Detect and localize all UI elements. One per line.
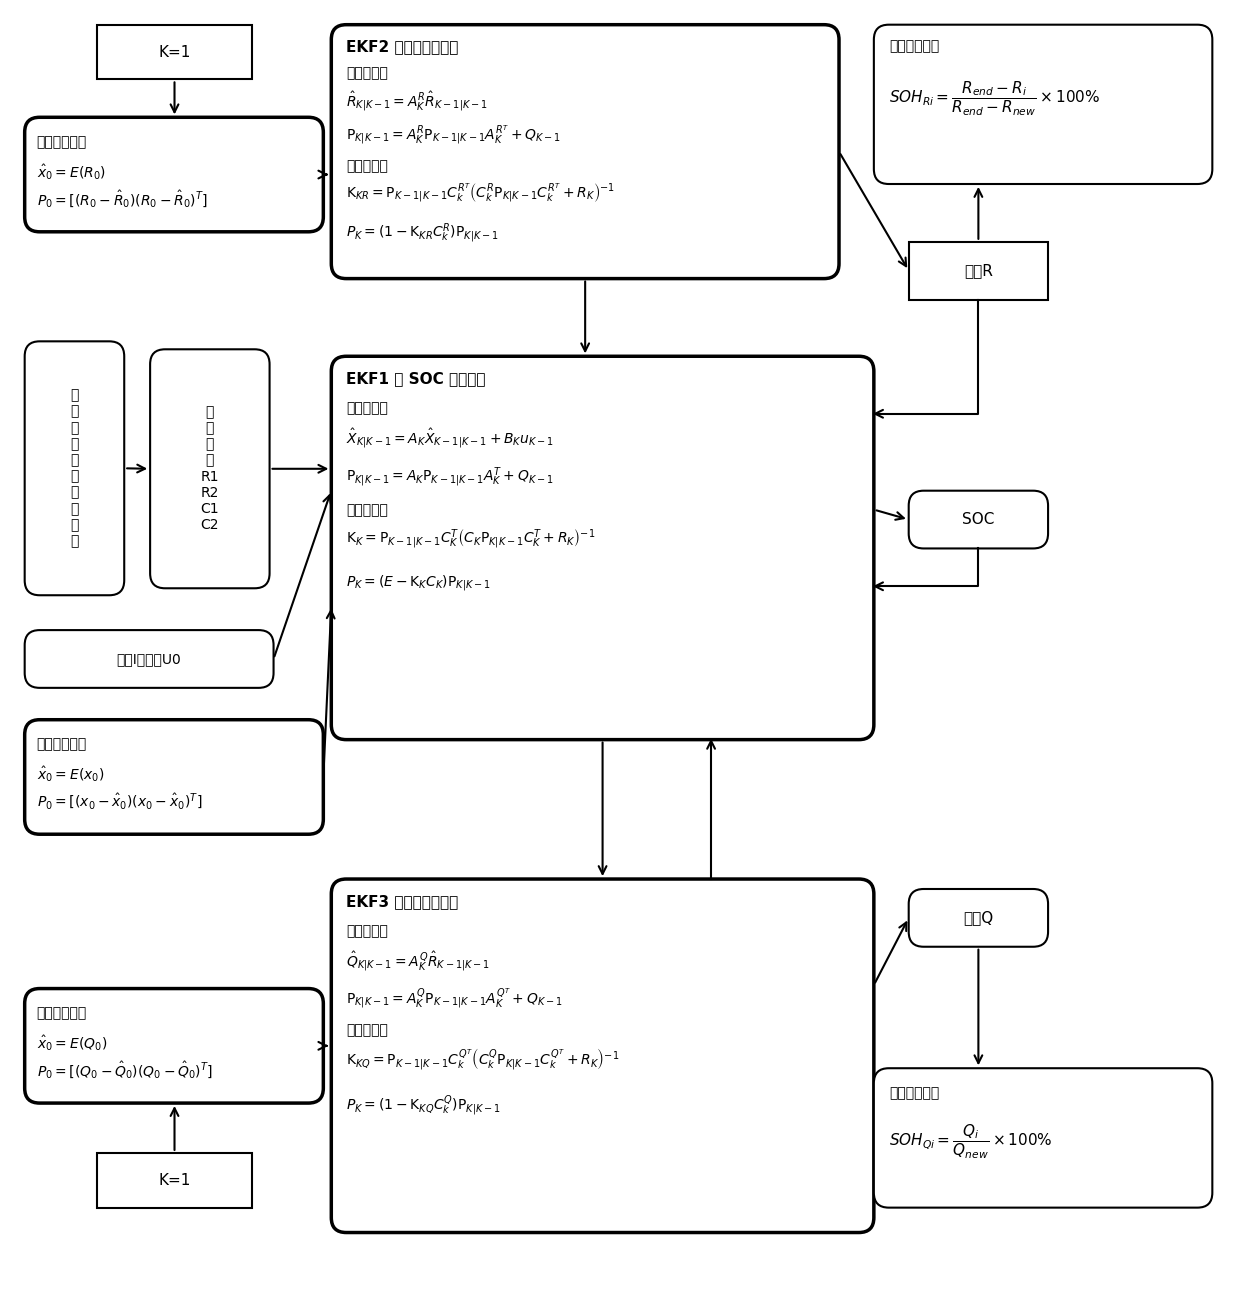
Text: $P_0 = [(Q_0 - \hat{Q}_0)(Q_0 - \hat{Q}_0)^T]$: $P_0 = [(Q_0 - \hat{Q}_0)(Q_0 - \hat{Q}_… bbox=[37, 1060, 213, 1081]
Text: $P_0 = [(x_0 - \hat{x}_0)(x_0 - \hat{x}_0)^T]$: $P_0 = [(x_0 - \hat{x}_0)(x_0 - \hat{x}_… bbox=[37, 791, 202, 811]
FancyBboxPatch shape bbox=[98, 25, 252, 80]
Text: 状态更新：: 状态更新： bbox=[346, 1024, 388, 1037]
Text: 电流I、电压U0: 电流I、电压U0 bbox=[117, 652, 181, 666]
Text: K=1: K=1 bbox=[159, 1173, 191, 1187]
FancyBboxPatch shape bbox=[331, 879, 874, 1233]
Text: $P_K = (1 - \mathrm{K}_{KQ} C_k^Q)\mathrm{P}_{K|K-1}$: $P_K = (1 - \mathrm{K}_{KQ} C_k^Q)\mathr… bbox=[346, 1093, 501, 1118]
Text: $\mathrm{P}_{K|K-1} = A_K^Q \mathrm{P}_{K-1|K-1} A_K^{Q^T} + Q_{K-1}$: $\mathrm{P}_{K|K-1} = A_K^Q \mathrm{P}_{… bbox=[346, 986, 563, 1011]
FancyBboxPatch shape bbox=[909, 491, 1048, 549]
Text: $\mathrm{P}_{K|K-1} = A_K \mathrm{P}_{K-1|K-1} A_K^T + Q_{K-1}$: $\mathrm{P}_{K|K-1} = A_K \mathrm{P}_{K-… bbox=[346, 466, 554, 488]
Text: EKF1 对 SOC 进行滤波: EKF1 对 SOC 进行滤波 bbox=[346, 371, 486, 387]
Text: 状态更新：: 状态更新： bbox=[346, 159, 388, 174]
FancyBboxPatch shape bbox=[331, 357, 874, 739]
Text: $\mathrm{P}_{K|K-1} = A_K^R \mathrm{P}_{K-1|K-1} A_K^{R^T} + Q_{K-1}$: $\mathrm{P}_{K|K-1} = A_K^R \mathrm{P}_{… bbox=[346, 124, 562, 148]
Text: SOC: SOC bbox=[962, 512, 994, 528]
Text: 状态更新：: 状态更新： bbox=[346, 504, 388, 517]
FancyBboxPatch shape bbox=[874, 25, 1213, 184]
Text: 混
合
脉
冲
功
率
性
能
测
试: 混 合 脉 冲 功 率 性 能 测 试 bbox=[71, 388, 78, 549]
Text: 内阻R: 内阻R bbox=[963, 263, 993, 278]
FancyBboxPatch shape bbox=[874, 1068, 1213, 1208]
Text: $\hat{x}_0 = E(x_0)$: $\hat{x}_0 = E(x_0)$ bbox=[37, 764, 104, 784]
Text: EKF2 对内阻进行滤波: EKF2 对内阻进行滤波 bbox=[346, 39, 459, 55]
FancyBboxPatch shape bbox=[909, 889, 1048, 947]
FancyBboxPatch shape bbox=[909, 242, 1048, 299]
Text: 容量Q: 容量Q bbox=[963, 910, 993, 926]
Text: $\hat{x}_0 = E(Q_0)$: $\hat{x}_0 = E(Q_0)$ bbox=[37, 1033, 107, 1053]
Text: $P_K = (1 - \mathrm{K}_{KR} C_k^R)\mathrm{P}_{K|K-1}$: $P_K = (1 - \mathrm{K}_{KR} C_k^R)\mathr… bbox=[346, 222, 500, 246]
Text: 时间更新：: 时间更新： bbox=[346, 923, 388, 938]
Text: K=1: K=1 bbox=[159, 44, 191, 60]
FancyBboxPatch shape bbox=[150, 349, 269, 588]
Text: $\hat{X}_{K|K-1} = A_K \hat{X}_{K-1|K-1} + B_K u_{K-1}$: $\hat{X}_{K|K-1} = A_K \hat{X}_{K-1|K-1}… bbox=[346, 426, 554, 449]
FancyBboxPatch shape bbox=[331, 25, 839, 278]
Text: $\hat{x}_0 = E(R_0)$: $\hat{x}_0 = E(R_0)$ bbox=[37, 162, 105, 182]
Text: 容量健康度：: 容量健康度： bbox=[889, 1087, 939, 1100]
Text: $\mathrm{K}_{KR} = \mathrm{P}_{K-1|K-1} C_k^{R^T} \left(C_k^R \mathrm{P}_{K|K-1}: $\mathrm{K}_{KR} = \mathrm{P}_{K-1|K-1} … bbox=[346, 182, 615, 205]
Text: 辨
识
参
数
R1
R2
C1
C2: 辨 识 参 数 R1 R2 C1 C2 bbox=[201, 405, 219, 533]
Text: 时间更新：: 时间更新： bbox=[346, 67, 388, 81]
FancyBboxPatch shape bbox=[25, 341, 124, 596]
FancyBboxPatch shape bbox=[98, 1153, 252, 1208]
Text: EKF3 对容量进行滤波: EKF3 对容量进行滤波 bbox=[346, 895, 459, 909]
Text: $\hat{Q}_{K|K-1} = A_K^Q \hat{R}_{K-1|K-1}$: $\hat{Q}_{K|K-1} = A_K^Q \hat{R}_{K-1|K-… bbox=[346, 948, 490, 973]
Text: $\mathrm{K}_{KQ} = \mathrm{P}_{K-1|K-1} C_k^{Q^T} \left(C_k^Q \mathrm{P}_{K|K-1}: $\mathrm{K}_{KQ} = \mathrm{P}_{K-1|K-1} … bbox=[346, 1046, 620, 1072]
Text: $P_K = (E - \mathrm{K}_K C_K) \mathrm{P}_{K|K-1}$: $P_K = (E - \mathrm{K}_K C_K) \mathrm{P}… bbox=[346, 573, 491, 593]
Text: 初始化过程：: 初始化过程： bbox=[37, 136, 87, 149]
Text: $P_0 = [(R_0 - \hat{R}_0)(R_0 - \hat{R}_0)^T]$: $P_0 = [(R_0 - \hat{R}_0)(R_0 - \hat{R}_… bbox=[37, 189, 207, 210]
Text: $\mathrm{K}_K = \mathrm{P}_{K-1|K-1} C_K^T \left(C_K \mathrm{P}_{K|K-1} C_K^T + : $\mathrm{K}_K = \mathrm{P}_{K-1|K-1} C_K… bbox=[346, 528, 595, 551]
Text: 初始化过程：: 初始化过程： bbox=[37, 1007, 87, 1020]
FancyBboxPatch shape bbox=[25, 720, 324, 835]
Text: 初始化过程：: 初始化过程： bbox=[37, 738, 87, 752]
Text: $SOH_{Ri} = \dfrac{R_{end} - R_i}{R_{end} - R_{new}} \times 100\%$: $SOH_{Ri} = \dfrac{R_{end} - R_i}{R_{end… bbox=[889, 80, 1100, 118]
FancyBboxPatch shape bbox=[25, 989, 324, 1104]
FancyBboxPatch shape bbox=[25, 629, 274, 688]
Text: $\hat{R}_{K|K-1} = A_K^R \hat{R}_{K-1|K-1}$: $\hat{R}_{K|K-1} = A_K^R \hat{R}_{K-1|K-… bbox=[346, 89, 489, 114]
Text: 内阻健康度：: 内阻健康度： bbox=[889, 39, 939, 54]
Text: $SOH_{Qi} = \dfrac{Q_i}{Q_{new}} \times 100\%$: $SOH_{Qi} = \dfrac{Q_i}{Q_{new}} \times … bbox=[889, 1123, 1053, 1161]
FancyBboxPatch shape bbox=[25, 118, 324, 231]
Text: 时间更新：: 时间更新： bbox=[346, 401, 388, 415]
